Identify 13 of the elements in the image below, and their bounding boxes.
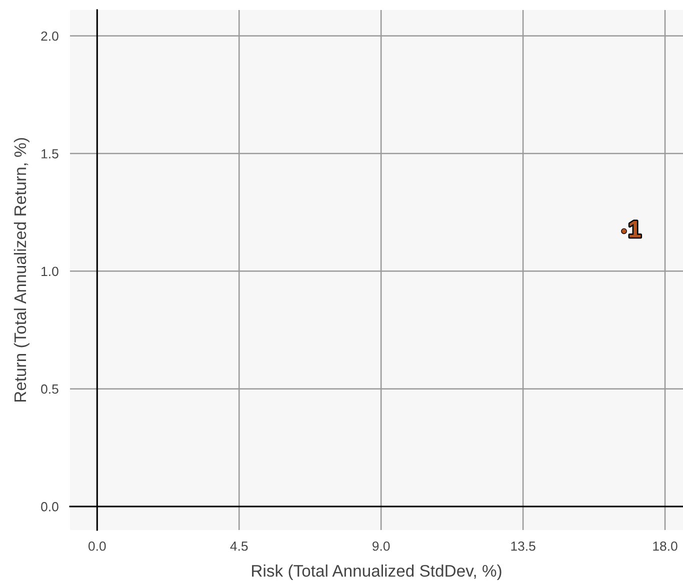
y-tick-label: 0.0 [41,502,58,512]
x-tick-label: 13.5 [511,541,536,551]
y-axis-title: Return (Total Annualized Return, %) [14,138,30,402]
y-tick-label: 1.5 [42,149,58,158]
x-tick-label: 18.0 [653,541,678,551]
x-tick-label: 4.5 [230,542,248,551]
x-tick-label: 9.0 [372,541,390,551]
x-axis-title: Risk (Total Annualized StdDev, %) [252,564,502,580]
y-tick-label: 2.0 [41,31,58,41]
y-tick-label: 0.5 [41,384,58,394]
y-tick-label: 1.0 [42,266,58,276]
x-tick-label: 0.0 [88,541,106,551]
data-label: 1 [630,221,641,238]
